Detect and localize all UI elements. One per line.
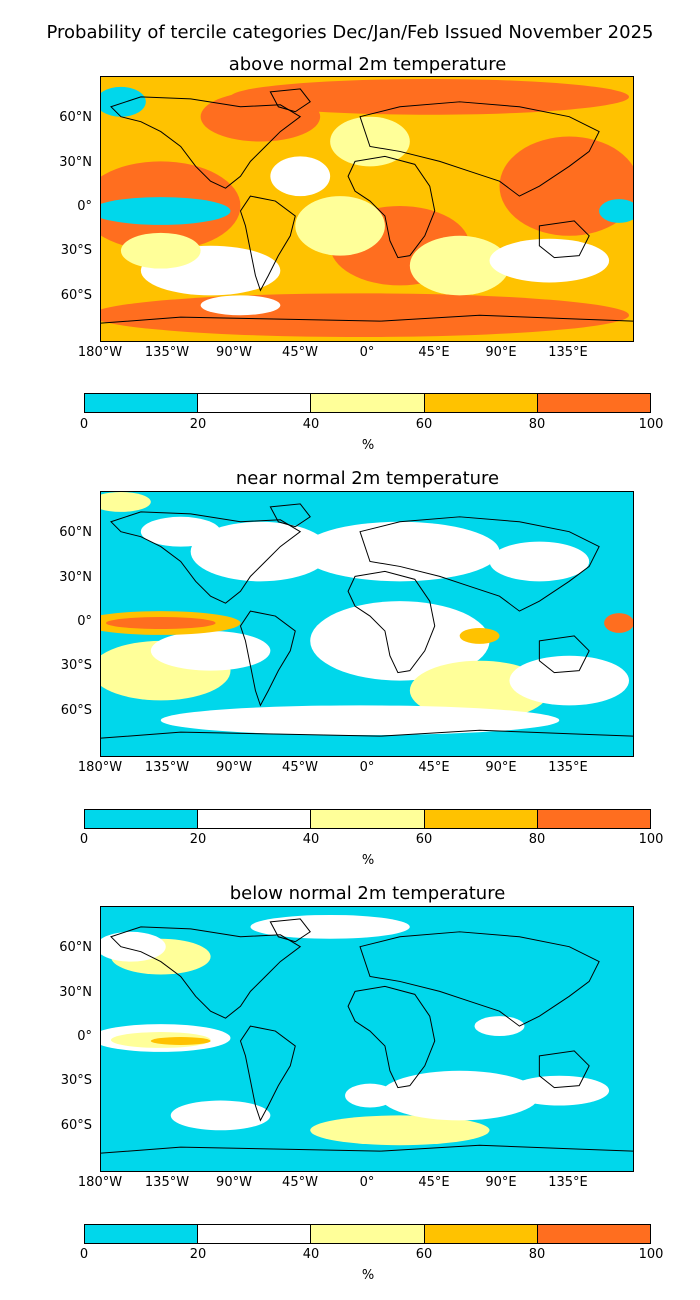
lon-label-135w: 135°W (144, 345, 190, 360)
figure-title: Probability of tercile categories Dec/Ja… (46, 22, 654, 43)
lon-label-135e: 135°E (548, 760, 588, 775)
colorbar-tick-100: 100 (638, 417, 664, 432)
colorbar-tick-80: 80 (528, 417, 546, 432)
colorbar-bin-0-20 (85, 1225, 199, 1243)
colorbar-bin-60-80 (424, 394, 538, 412)
lon-label-90e: 90°E (485, 345, 517, 360)
colorbar-bin-60-80 (424, 810, 538, 828)
colorbar-bin-20-40 (198, 394, 312, 412)
colorbar-tick-40: 40 (302, 832, 320, 847)
colorbar-bin-60-80 (424, 1225, 538, 1243)
lat-label-0: 0° (77, 614, 92, 629)
colorbar-unit: % (361, 1268, 375, 1283)
map-above-normal (100, 76, 634, 342)
lon-label-45e: 45°E (418, 1175, 450, 1190)
lat-label-60s: 60°S (60, 1118, 92, 1133)
colorbar-tick-0: 0 (79, 832, 89, 847)
map-above-normal-field (101, 77, 633, 341)
colorbar-tick-20: 20 (189, 832, 207, 847)
lat-label-60s: 60°S (60, 288, 92, 303)
lon-label-135e: 135°E (548, 1175, 588, 1190)
map-near-normal (100, 491, 634, 757)
colorbar-bin-20-40 (198, 1225, 312, 1243)
lon-label-90w: 90°W (216, 345, 252, 360)
map-near-normal-field (101, 492, 633, 756)
colorbar-bin-40-60 (311, 1225, 425, 1243)
colorbar-tick-80: 80 (528, 832, 546, 847)
colorbar-bin-20-40 (198, 810, 312, 828)
colorbar-below (84, 1224, 651, 1244)
colorbar-bin-40-60 (311, 394, 425, 412)
colorbar-tick-40: 40 (302, 417, 320, 432)
lat-label-30s: 30°S (60, 658, 92, 673)
map-below-normal (100, 906, 634, 1172)
lat-label-30s: 30°S (60, 243, 92, 258)
lat-label-60n: 60°N (59, 110, 92, 125)
lon-label-90e: 90°E (485, 1175, 517, 1190)
panel-title-below: below normal 2m temperature (229, 883, 506, 904)
lon-label-45w: 45°W (282, 1175, 318, 1190)
lon-label-0: 0° (359, 1175, 375, 1190)
colorbar-tick-80: 80 (528, 1247, 546, 1262)
lon-label-135e: 135°E (548, 345, 588, 360)
lon-label-45w: 45°W (282, 760, 318, 775)
lat-label-60n: 60°N (59, 940, 92, 955)
lon-label-45e: 45°E (418, 760, 450, 775)
colorbar-near (84, 809, 651, 829)
colorbar-tick-40: 40 (302, 1247, 320, 1262)
lon-label-180w: 180°W (77, 345, 123, 360)
colorbar-tick-100: 100 (638, 1247, 664, 1262)
lon-label-45w: 45°W (282, 345, 318, 360)
panel-title-near: near normal 2m temperature (235, 468, 500, 489)
lon-label-90w: 90°W (216, 1175, 252, 1190)
lat-label-30n: 30°N (59, 570, 92, 585)
colorbar-bin-0-20 (85, 394, 199, 412)
colorbar-unit: % (361, 438, 375, 453)
lon-label-90w: 90°W (216, 760, 252, 775)
colorbar-bin-40-60 (311, 810, 425, 828)
lon-label-45e: 45°E (418, 345, 450, 360)
lat-label-0: 0° (77, 199, 92, 214)
lat-label-30n: 30°N (59, 985, 92, 1000)
colorbar-tick-20: 20 (189, 1247, 207, 1262)
lat-label-0: 0° (77, 1029, 92, 1044)
lon-label-0: 0° (359, 760, 375, 775)
lon-label-180w: 180°W (77, 760, 123, 775)
lat-label-30n: 30°N (59, 155, 92, 170)
lon-label-135w: 135°W (144, 760, 190, 775)
colorbar-unit: % (361, 853, 375, 868)
lon-label-180w: 180°W (77, 1175, 123, 1190)
lon-label-0: 0° (359, 345, 375, 360)
colorbar-tick-0: 0 (79, 417, 89, 432)
colorbar-bin-0-20 (85, 810, 199, 828)
colorbar-tick-100: 100 (638, 832, 664, 847)
colorbar-tick-60: 60 (415, 417, 433, 432)
lat-label-30s: 30°S (60, 1073, 92, 1088)
lon-label-135w: 135°W (144, 1175, 190, 1190)
lat-label-60s: 60°S (60, 703, 92, 718)
colorbar-bin-80-100 (537, 810, 651, 828)
map-below-normal-field (101, 907, 633, 1171)
lon-label-90e: 90°E (485, 760, 517, 775)
panel-title-above: above normal 2m temperature (228, 54, 507, 75)
lat-label-60n: 60°N (59, 525, 92, 540)
colorbar-tick-20: 20 (189, 417, 207, 432)
colorbar-bin-80-100 (537, 1225, 651, 1243)
colorbar-tick-60: 60 (415, 1247, 433, 1262)
colorbar-above (84, 393, 651, 413)
colorbar-bin-80-100 (537, 394, 651, 412)
colorbar-tick-0: 0 (79, 1247, 89, 1262)
colorbar-tick-60: 60 (415, 832, 433, 847)
